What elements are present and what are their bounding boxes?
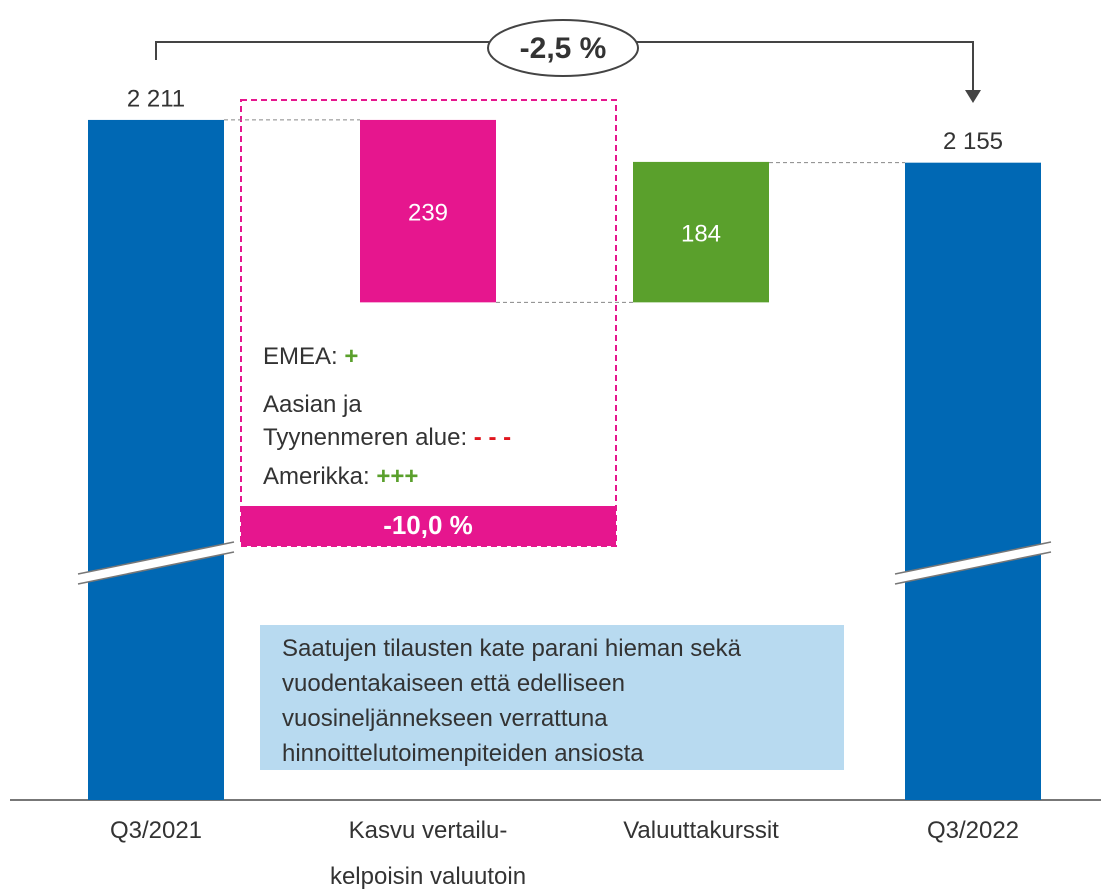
bar bbox=[905, 162, 1041, 800]
axis-break-line bbox=[894, 551, 1052, 585]
value-label: 2 211 bbox=[127, 85, 185, 112]
x-tick-label: Q3/2022 bbox=[926, 817, 1020, 844]
value-label: 184 bbox=[681, 220, 721, 247]
bar bbox=[633, 161, 769, 303]
region-label: Amerikka: bbox=[263, 463, 370, 490]
bracket-right bbox=[636, 41, 974, 92]
region-sign: - - - bbox=[473, 424, 512, 451]
change-ellipse bbox=[487, 19, 639, 77]
x-tick-label: Kasvu vertailu- kelpoisin valuutoin bbox=[329, 817, 527, 890]
region-label: EMEA: bbox=[263, 343, 338, 370]
change-annotation: -2,5 % bbox=[520, 32, 607, 65]
region-label: Aasian ja Tyynenmeren alue: bbox=[263, 391, 468, 451]
bar bbox=[360, 119, 496, 303]
axis-break bbox=[895, 542, 1051, 584]
bracket-arrow bbox=[965, 90, 981, 103]
value-label: 239 bbox=[408, 199, 448, 226]
region-sign: +++ bbox=[376, 463, 419, 490]
region-change-bar bbox=[241, 506, 616, 546]
region-row: Aasian ja Tyynenmeren alue: - - - bbox=[263, 388, 511, 454]
region-change: -10,0 % bbox=[383, 510, 473, 540]
note-line: vuodentakaiseen että edelliseen bbox=[282, 670, 625, 697]
region-row: Amerikka: +++ bbox=[263, 460, 418, 493]
axis-break-line bbox=[77, 551, 235, 585]
axis-break-line bbox=[894, 541, 1052, 575]
note-box: Saatujen tilausten kate parani hieman se… bbox=[260, 625, 844, 770]
x-tick-label: Q3/2021 bbox=[109, 817, 203, 844]
value-label: 2 155 bbox=[943, 128, 1003, 155]
axis-break bbox=[78, 542, 234, 584]
note-line: Saatujen tilausten kate parani hieman se… bbox=[282, 635, 741, 662]
note-line: vuosineljännekseen verrattuna bbox=[282, 705, 608, 732]
region-row: EMEA: + bbox=[263, 340, 358, 373]
x-tick-label: Valuuttakurssit bbox=[623, 817, 779, 844]
region-sign: + bbox=[344, 343, 359, 370]
axis-break-line bbox=[77, 541, 235, 575]
bar bbox=[88, 119, 224, 801]
note-line: hinnoittelutoimenpiteiden ansiosta bbox=[282, 740, 644, 767]
bracket-left bbox=[155, 41, 490, 60]
